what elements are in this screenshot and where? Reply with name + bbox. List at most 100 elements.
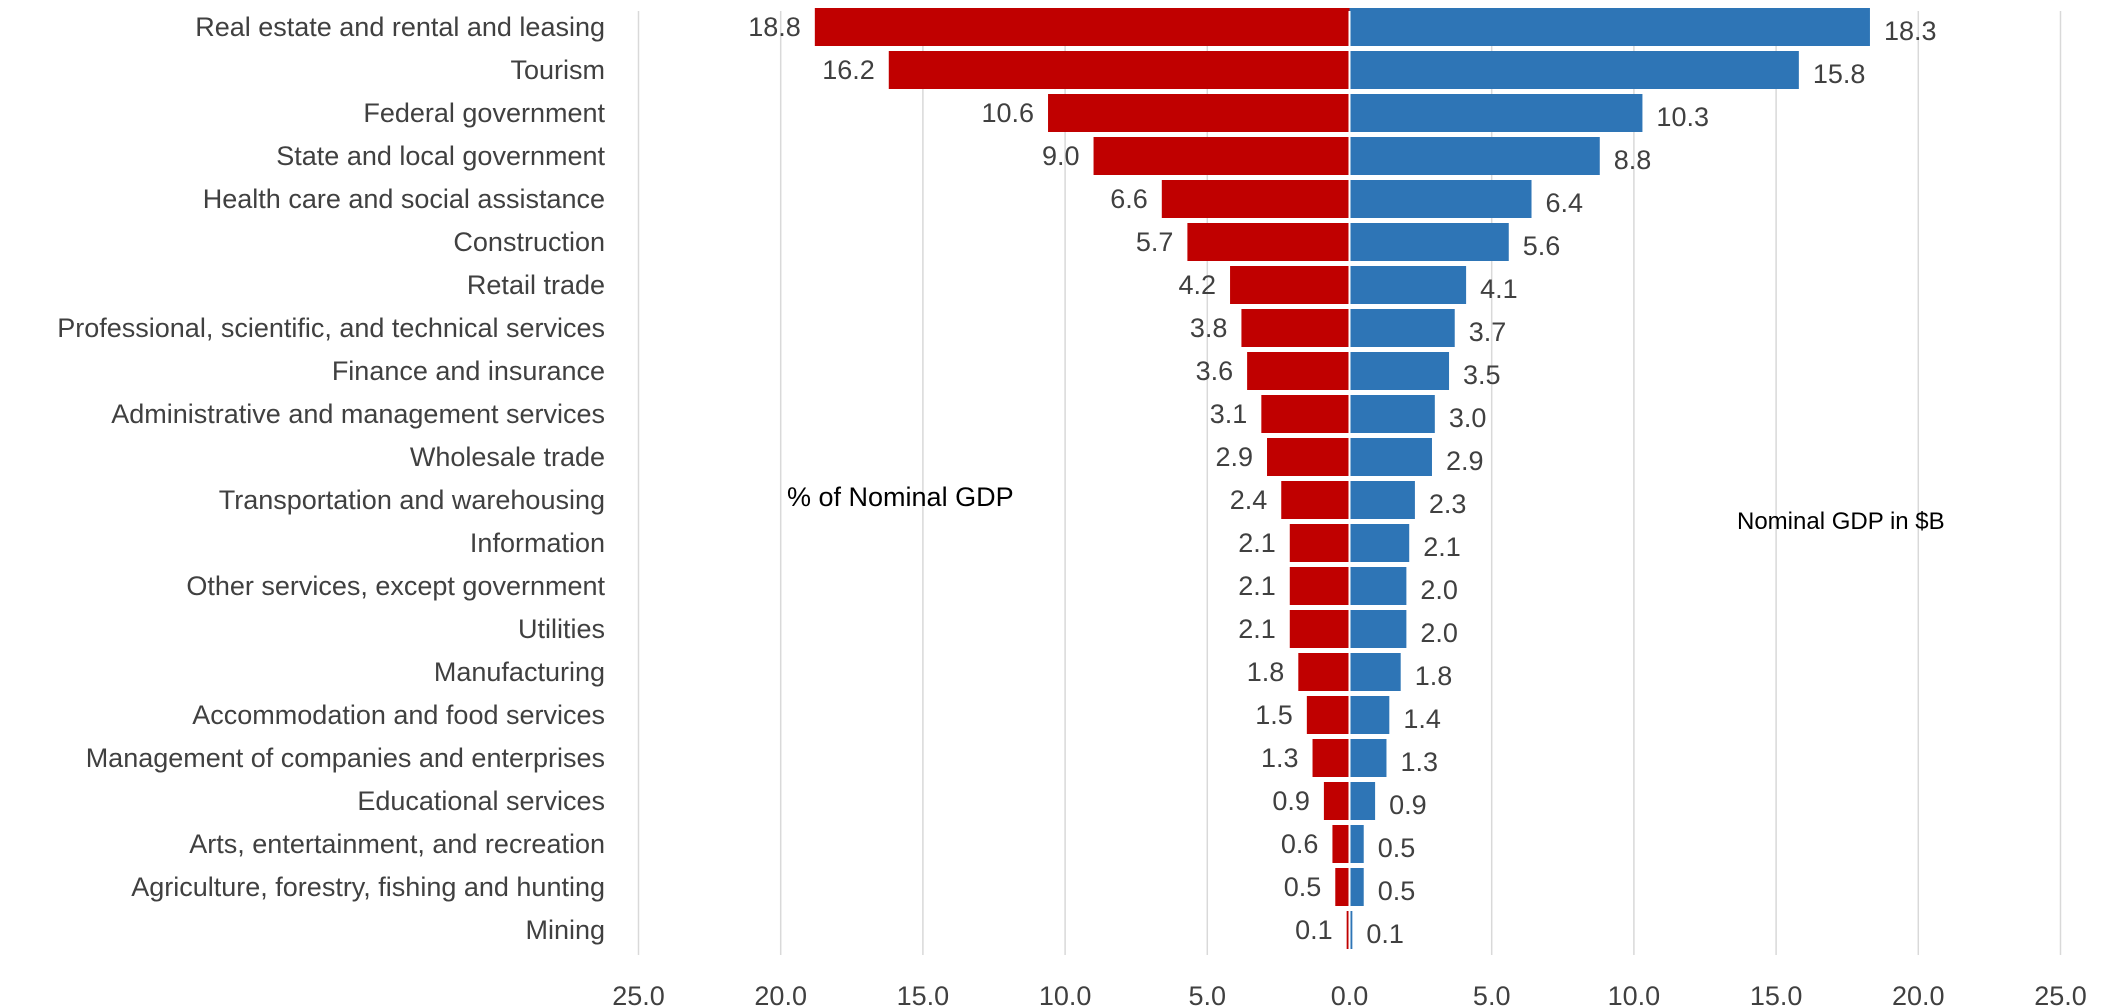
- bar-left: [1187, 223, 1350, 261]
- value-label-right: 1.3: [1400, 747, 1438, 777]
- bar-right: [1349, 309, 1455, 347]
- value-label-right: 10.3: [1656, 102, 1709, 132]
- category-label: Administrative and management services: [111, 399, 605, 429]
- category-label: Other services, except government: [186, 571, 605, 601]
- category-label: Health care and social assistance: [203, 184, 605, 214]
- value-label-left: 1.8: [1247, 657, 1285, 687]
- value-label-left: 10.6: [981, 98, 1034, 128]
- value-label-right: 3.0: [1449, 403, 1487, 433]
- category-label: Construction: [453, 227, 605, 257]
- value-label-right: 3.5: [1463, 360, 1501, 390]
- category-label: Finance and insurance: [332, 356, 605, 386]
- value-label-right: 8.8: [1614, 145, 1652, 175]
- x-tick-label: 0.0: [1331, 981, 1369, 1007]
- category-label: Real estate and rental and leasing: [195, 12, 605, 42]
- value-label-right: 3.7: [1469, 317, 1507, 347]
- category-label: Mining: [525, 915, 605, 945]
- annotation-left: % of Nominal GDP: [787, 482, 1014, 512]
- category-label: Professional, scientific, and technical …: [57, 313, 605, 343]
- value-label-right: 15.8: [1813, 59, 1866, 89]
- value-label-right: 2.0: [1420, 575, 1458, 605]
- bar-left: [1230, 266, 1350, 304]
- value-label-right: 0.9: [1389, 790, 1427, 820]
- bar-left: [1241, 309, 1350, 347]
- category-label: Management of companies and enterprises: [86, 743, 605, 773]
- bar-right: [1349, 438, 1432, 476]
- bar-left: [1332, 825, 1350, 863]
- bar-left: [1267, 438, 1350, 476]
- value-label-right: 5.6: [1523, 231, 1561, 261]
- value-label-left: 1.3: [1261, 743, 1299, 773]
- category-label: Educational services: [357, 786, 605, 816]
- value-label-left: 6.6: [1110, 184, 1148, 214]
- category-label: Information: [470, 528, 605, 558]
- bar-right: [1349, 8, 1870, 46]
- category-label: Wholesale trade: [410, 442, 605, 472]
- value-label-right: 6.4: [1546, 188, 1584, 218]
- category-labels: Real estate and rental and leasing Touris…: [57, 12, 605, 945]
- value-label-right: 2.0: [1420, 618, 1458, 648]
- x-tick-label: 25.0: [2034, 981, 2087, 1007]
- category-label: Accommodation and food services: [192, 700, 605, 730]
- bar-left: [1298, 653, 1350, 691]
- bar-right: [1349, 352, 1450, 390]
- x-tick-label: 15.0: [1750, 981, 1803, 1007]
- value-label-right: 0.5: [1378, 876, 1416, 906]
- category-label: Tourism: [510, 55, 605, 85]
- value-label-left: 9.0: [1042, 141, 1080, 171]
- x-axis-tick-labels: 25.0 20.0 15.0 10.0 5.0 0.0 5.0 10.0 15.0 20.0 25.…: [612, 981, 2087, 1007]
- value-label-right: 2.9: [1446, 446, 1484, 476]
- value-label-left: 2.1: [1238, 571, 1276, 601]
- value-label-right: 1.4: [1403, 704, 1441, 734]
- bar-left: [1323, 782, 1350, 820]
- bar-left: [1261, 395, 1350, 433]
- bar-left: [888, 51, 1350, 89]
- value-label-left: 18.8: [748, 12, 801, 42]
- category-label: Federal government: [363, 98, 605, 128]
- bar-right: [1349, 94, 1643, 132]
- bar-right: [1349, 481, 1415, 519]
- x-tick-label: 5.0: [1473, 981, 1511, 1007]
- annotation-right: Nominal GDP in $B: [1737, 508, 1945, 535]
- x-tick-label: 25.0: [612, 981, 665, 1007]
- bar-right: [1349, 696, 1390, 734]
- value-label-left: 2.9: [1215, 442, 1253, 472]
- value-label-left: 0.5: [1284, 872, 1322, 902]
- x-tick-label: 20.0: [754, 981, 807, 1007]
- value-label-left: 0.9: [1272, 786, 1310, 816]
- bar-right: [1349, 911, 1353, 949]
- x-tick-label: 10.0: [1039, 981, 1092, 1007]
- bar-left: [1093, 137, 1350, 175]
- value-label-left: 3.6: [1196, 356, 1234, 386]
- category-label: Utilities: [518, 614, 605, 644]
- value-label-left: 0.1: [1295, 915, 1333, 945]
- bar-right: [1349, 610, 1407, 648]
- bar-right: [1349, 180, 1532, 218]
- bar-left: [1289, 610, 1350, 648]
- bar-left: [1281, 481, 1350, 519]
- bar-left: [1289, 524, 1350, 562]
- value-label-left: 2.1: [1238, 614, 1276, 644]
- bar-right: [1349, 51, 1799, 89]
- bar-left: [1289, 567, 1350, 605]
- value-label-right: 2.3: [1429, 489, 1467, 519]
- bar-right: [1349, 524, 1410, 562]
- bar-right: [1349, 868, 1364, 906]
- value-label-left: 0.6: [1281, 829, 1319, 859]
- x-tick-label: 15.0: [897, 981, 950, 1007]
- bar-left: [814, 8, 1350, 46]
- bar-left: [1306, 696, 1350, 734]
- value-label-right: 0.5: [1378, 833, 1416, 863]
- bar-right: [1349, 782, 1376, 820]
- value-label-right: 4.1: [1480, 274, 1518, 304]
- value-label-left: 3.1: [1210, 399, 1248, 429]
- bar-left: [1312, 739, 1350, 777]
- value-label-right: 1.8: [1415, 661, 1453, 691]
- category-label: Transportation and warehousing: [219, 485, 605, 515]
- x-tick-label: 10.0: [1608, 981, 1661, 1007]
- value-label-left: 5.7: [1136, 227, 1174, 257]
- category-label: Retail trade: [467, 270, 605, 300]
- bar-right: [1349, 739, 1387, 777]
- value-label-left: 16.2: [822, 55, 875, 85]
